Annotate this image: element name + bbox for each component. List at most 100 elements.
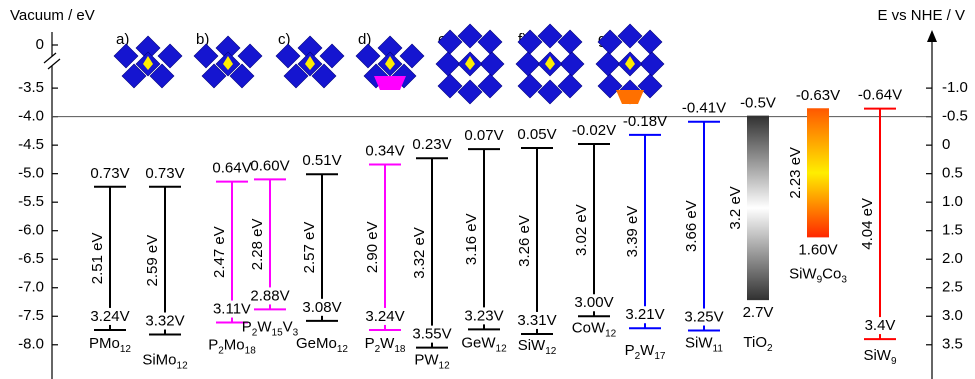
top-label: 0.73V <box>145 165 184 182</box>
y-tick-label: -7.5 <box>18 307 44 324</box>
band-bar <box>807 109 829 236</box>
series-name: TiO2 <box>743 334 773 354</box>
gap-label: 2.90 eV <box>364 221 381 273</box>
y-tick-label: -3.5 <box>18 79 44 96</box>
top-label: -0.18V <box>623 113 667 130</box>
gap-label: 2.51 eV <box>89 233 106 285</box>
y-tick-label: -4.5 <box>18 136 44 153</box>
top-label: -0.63V <box>796 87 840 104</box>
gap-label: 3.2 eV <box>727 186 744 229</box>
y-tick-label: -5.5 <box>18 193 44 210</box>
structure-image <box>436 24 504 104</box>
polyhedron <box>558 74 582 98</box>
series-name: PMo12 <box>89 335 131 355</box>
y2-tick-label: 3.0 <box>942 307 963 324</box>
top-label: 0.23V <box>412 136 451 153</box>
y2-tick-label: 1.5 <box>942 222 963 239</box>
polyhedron <box>458 24 482 48</box>
y-tick-label: -6.5 <box>18 250 44 267</box>
polyhedron <box>538 80 562 104</box>
bottom-label: 3.31V <box>517 312 556 329</box>
polyhedron <box>516 52 540 76</box>
y-tick-label: -5.0 <box>18 165 44 182</box>
top-label: 0.05V <box>517 126 556 143</box>
polyhedron <box>618 24 642 48</box>
series-name: GeMo12 <box>296 335 348 355</box>
bottom-label: 3.24V <box>365 308 404 325</box>
bottom-label: 2.88V <box>250 287 289 304</box>
gap-label: 2.47 eV <box>211 226 228 278</box>
gap-label: 3.39 eV <box>624 206 641 258</box>
gap-label: 3.26 eV <box>516 215 533 267</box>
polyhedron-cap <box>374 76 406 90</box>
series-name: PW12 <box>414 352 450 372</box>
band-bar <box>747 117 769 300</box>
polyhedron <box>538 24 562 48</box>
gap-label: 3.66 eV <box>683 200 700 252</box>
y2-tick-label: 2.5 <box>942 279 963 296</box>
gap-label: 3.02 eV <box>573 204 590 256</box>
series-name: CoW12 <box>572 319 617 339</box>
bottom-label: 2.7V <box>743 304 774 321</box>
polyhedron <box>560 52 584 76</box>
structure-image <box>596 24 664 104</box>
gap-label: 3.32 eV <box>411 227 428 279</box>
series-name: SiW11 <box>685 334 723 354</box>
series-name: P2Mo18 <box>208 337 256 357</box>
bottom-label: 3.23V <box>464 307 503 324</box>
y2-tick-label: 3.5 <box>942 336 963 353</box>
polyhedron <box>436 52 460 76</box>
bottom-label: 3.11V <box>213 301 251 318</box>
series-name: SiMo12 <box>142 351 188 371</box>
polyhedron <box>638 30 662 54</box>
polyhedron <box>558 30 582 54</box>
polyhedron <box>596 52 620 76</box>
gap-label: 2.57 eV <box>301 222 318 274</box>
top-label: 0.34V <box>365 143 404 160</box>
bottom-label: 3.08V <box>302 299 341 316</box>
top-label: 0.73V <box>90 165 129 182</box>
chart: Vacuum / eV E vs NHE / V -3.5-4.0-4.5-5.… <box>0 0 975 379</box>
gap-label: 2.59 eV <box>144 235 161 287</box>
bottom-label: 3.32V <box>145 312 184 329</box>
structure-image <box>516 24 584 104</box>
series-name: P2W18 <box>365 335 406 355</box>
polyhedron <box>458 80 482 104</box>
y2-tick-label: -1.0 <box>942 79 968 96</box>
bottom-label: 3.21V <box>625 306 664 323</box>
y-tick-label: -6.0 <box>18 222 44 239</box>
y-tick-label: -8.0 <box>18 336 44 353</box>
series-name: P2W17 <box>625 342 666 362</box>
top-label: 0.60V <box>250 157 289 174</box>
gap-label: 2.23 eV <box>787 147 804 199</box>
gap-label: 4.04 eV <box>859 198 876 250</box>
bottom-label: 3.4V <box>865 317 896 334</box>
top-label: -0.5V <box>740 95 776 112</box>
top-label: -0.02V <box>572 122 616 139</box>
series-name: GeW12 <box>461 334 507 354</box>
top-label: 0.51V <box>302 152 341 169</box>
bottom-label: 1.60V <box>798 241 837 258</box>
y2-tick-label: 0.5 <box>942 165 963 182</box>
series-name: SiW9Co3 <box>789 265 847 285</box>
polyhedron <box>438 74 462 98</box>
polyhedron <box>478 30 502 54</box>
y2-tick-label: 1.0 <box>942 193 963 210</box>
bottom-label: 3.25V <box>684 308 723 325</box>
y-tick-label: -4.0 <box>18 108 44 125</box>
top-label: -0.64V <box>858 87 902 104</box>
polyhedron <box>518 74 542 98</box>
y-axis-title: Vacuum / eV <box>10 7 95 24</box>
gap-label: 2.28 eV <box>249 219 266 271</box>
bottom-label: 3.00V <box>574 294 613 311</box>
y2-tick-label: -0.5 <box>942 108 968 125</box>
series-name: SiW9 <box>863 347 897 367</box>
top-label: 0.64V <box>212 160 251 177</box>
series-name: P2W15V3 <box>242 318 299 338</box>
y2-tick-label: 2.0 <box>942 250 963 267</box>
y2-tick-label: 0 <box>942 136 950 153</box>
y-tick-label: -7.0 <box>18 279 44 296</box>
bottom-label: 3.24V <box>90 308 129 325</box>
polyhedron <box>480 52 504 76</box>
y2-arrow <box>927 30 937 42</box>
